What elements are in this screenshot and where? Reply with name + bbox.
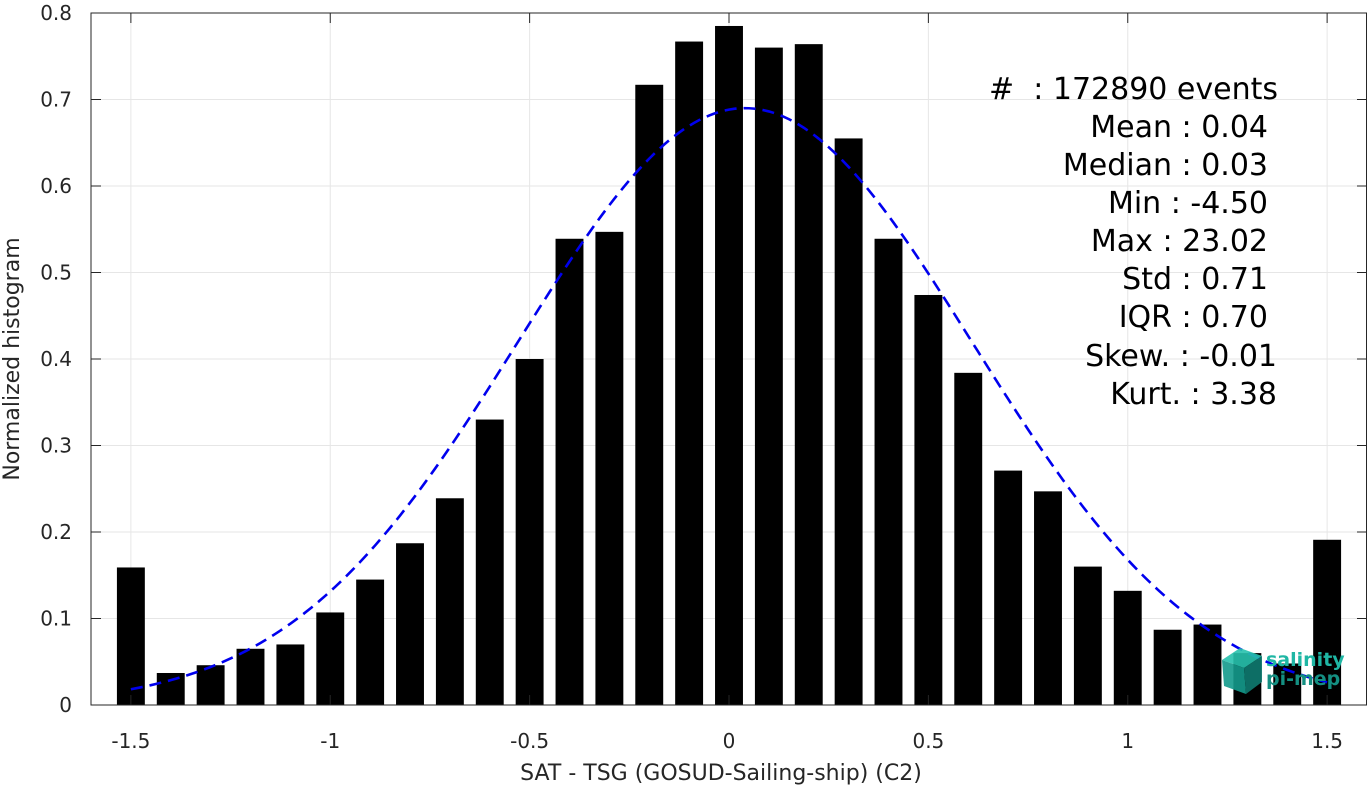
histogram-bars [116, 25, 1342, 706]
x-tick-label: 0 [723, 729, 736, 753]
histogram-bar [396, 543, 424, 705]
histogram-bar [754, 47, 783, 706]
logo-text-salinity: salinity [1266, 649, 1345, 671]
y-tick-label: 0.4 [40, 347, 72, 371]
stat-median: Median : 0.03 [1063, 148, 1268, 183]
histogram-bar [1193, 624, 1222, 705]
salinity-pimep-logo: salinity pi-mep [1222, 648, 1345, 694]
stat-max: Max : 23.02 [1091, 224, 1268, 259]
histogram-bar [316, 612, 345, 705]
histogram-bar [1153, 629, 1182, 705]
histogram-bar [874, 238, 903, 705]
x-tick-label: 0.5 [912, 729, 944, 753]
histogram-bar [1073, 566, 1102, 705]
histogram-bar [356, 579, 385, 705]
y-tick-label: 0.7 [40, 88, 72, 112]
stat-std: Std : 0.71 [1122, 262, 1268, 297]
logo-text-pimep: pi-mep [1266, 668, 1340, 690]
histogram-bar [715, 25, 743, 706]
histogram-bar [675, 41, 704, 706]
histogram-bar [435, 498, 464, 705]
y-axis-ticks: 0 0.1 0.2 0.3 0.4 0.5 0.6 0.7 0.8 [40, 1, 1367, 717]
histogram-bar [595, 231, 624, 705]
histogram-bar [236, 648, 265, 705]
stat-skew: Skew. : -0.01 [1085, 339, 1277, 374]
histogram-bar [794, 44, 823, 705]
histogram-bar [276, 644, 305, 705]
x-tick-label: -1.5 [111, 729, 150, 753]
histogram-bar [954, 372, 983, 705]
stat-iqr: IQR : 0.70 [1119, 300, 1268, 335]
y-axis-label: Normalized histogram [0, 237, 25, 480]
histogram-bar [834, 138, 863, 706]
histogram-bar [914, 294, 943, 705]
x-tick-label: 1.5 [1311, 729, 1343, 753]
histogram-bar [156, 672, 185, 705]
x-tick-label: 1 [1121, 729, 1134, 753]
x-tick-label: -0.5 [510, 729, 549, 753]
histogram-bar [1313, 539, 1342, 705]
y-tick-label: 0.6 [40, 174, 72, 198]
logo-cube-icon [1222, 648, 1262, 694]
gaussian-fit-curve [130, 106, 1328, 691]
histogram-bar [475, 419, 504, 705]
stat-kurt: Kurt. : 3.38 [1110, 377, 1277, 412]
histogram-bar [515, 359, 544, 705]
y-tick-label: 0.2 [40, 520, 72, 544]
stat-events: # : 172890 events [989, 72, 1278, 107]
histogram-bar [1034, 491, 1062, 705]
histogram-bar [555, 238, 584, 705]
y-tick-label: 0.3 [40, 434, 72, 458]
stat-min: Min : -4.50 [1108, 186, 1268, 221]
x-axis-label: SAT - TSG (GOSUD-Sailing-ship) (C2) [520, 761, 922, 786]
histogram-bar [196, 665, 225, 705]
x-axis-ticks: -1.5 -1 -0.5 0 0.5 1 1.5 [111, 13, 1343, 753]
y-tick-label: 0.1 [40, 607, 72, 631]
y-tick-label: 0 [59, 693, 72, 717]
histogram-bar [116, 567, 145, 705]
stats-box: # : 172890 events Mean : 0.04 Median : 0… [989, 72, 1278, 412]
stat-mean: Mean : 0.04 [1090, 110, 1268, 145]
y-tick-label: 0.8 [40, 1, 72, 25]
histogram-bar [994, 470, 1023, 705]
x-tick-label: -1 [320, 729, 340, 753]
histogram-bar [635, 84, 664, 706]
histogram-bar [1113, 590, 1142, 705]
y-tick-label: 0.5 [40, 261, 72, 285]
